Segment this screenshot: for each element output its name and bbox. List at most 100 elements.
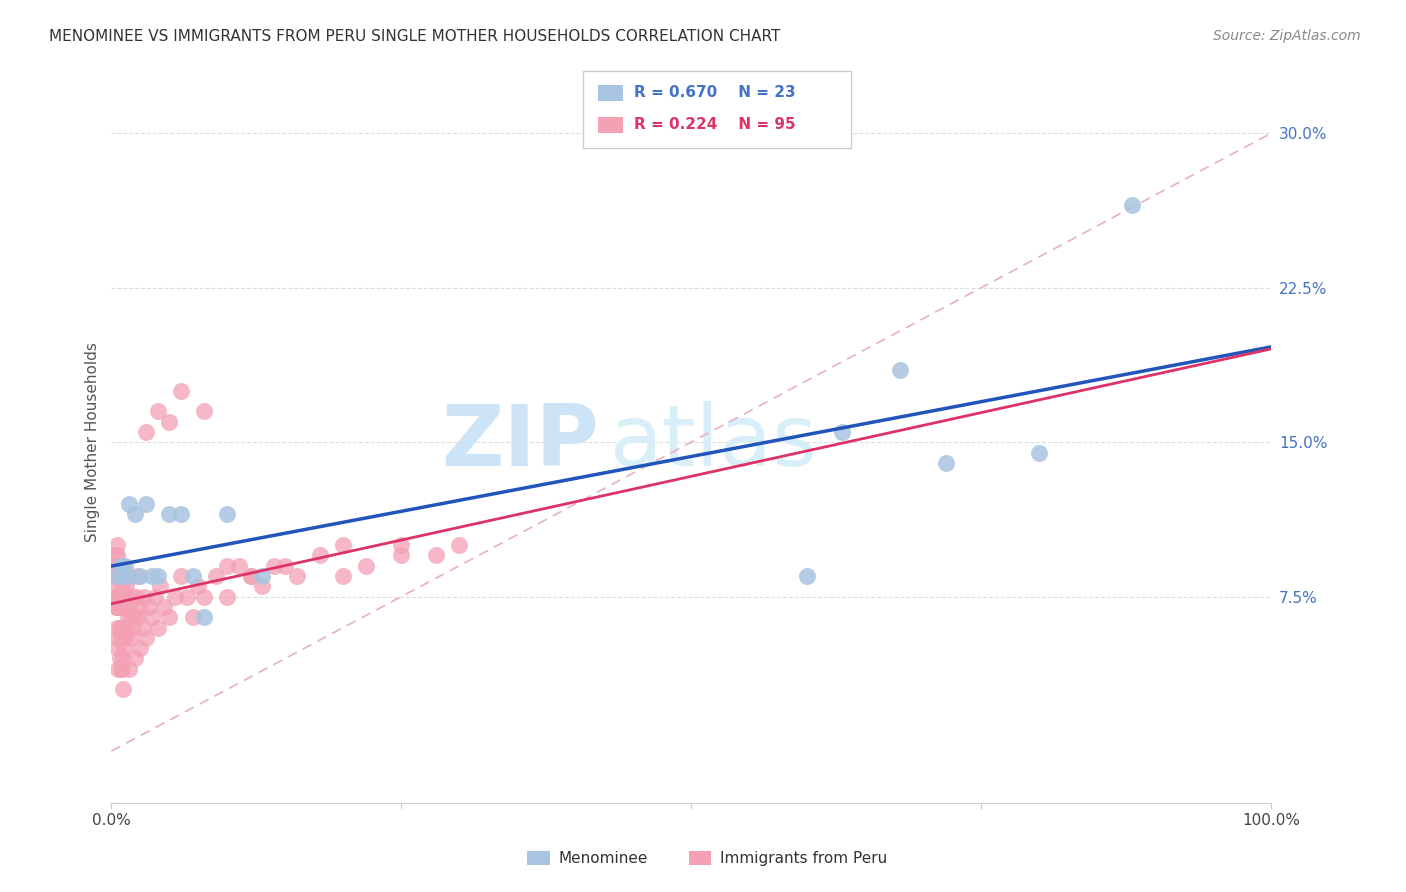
Text: Immigrants from Peru: Immigrants from Peru (720, 851, 887, 865)
Point (104, 558, 127, 573)
Point (176, 590, 198, 604)
Point (193, 404, 215, 418)
Point (250, 569, 273, 583)
Point (149, 579, 172, 593)
Text: MENOMINEE VS IMMIGRANTS FROM PERU SINGLE MOTHER HOUSEHOLDS CORRELATION CHART: MENOMINEE VS IMMIGRANTS FROM PERU SINGLE… (49, 29, 780, 44)
Point (132, 590, 155, 604)
Point (114, 631, 136, 645)
Point (103, 569, 125, 583)
Point (105, 569, 128, 583)
Point (125, 569, 148, 583)
Point (111, 590, 134, 604)
Point (105, 620, 128, 634)
Point (239, 569, 262, 583)
Point (110, 558, 132, 573)
Point (181, 610, 204, 624)
Point (152, 599, 174, 614)
Point (105, 579, 128, 593)
Point (285, 569, 308, 583)
Point (449, 538, 471, 552)
Point (135, 631, 157, 645)
Point (187, 579, 209, 593)
Point (111, 569, 134, 583)
Point (170, 569, 193, 583)
Text: atlas: atlas (610, 401, 818, 483)
Point (114, 590, 136, 604)
Point (118, 631, 141, 645)
Point (146, 404, 169, 418)
Point (135, 497, 157, 511)
Text: Menominee: Menominee (558, 851, 648, 865)
Point (157, 610, 180, 624)
Point (332, 538, 354, 552)
Point (135, 425, 157, 439)
Point (239, 569, 262, 583)
Point (111, 569, 134, 583)
Point (145, 590, 167, 604)
Point (111, 558, 134, 573)
Point (105, 641, 128, 656)
Text: R = 0.224    N = 95: R = 0.224 N = 95 (634, 118, 796, 132)
Point (129, 599, 152, 614)
Point (217, 508, 239, 522)
Point (332, 569, 354, 583)
Point (115, 579, 138, 593)
Point (146, 569, 169, 583)
Point (157, 508, 180, 522)
Point (105, 538, 128, 552)
Point (889, 363, 911, 377)
Point (112, 599, 135, 614)
Point (389, 549, 412, 563)
Point (110, 662, 132, 676)
Point (831, 425, 853, 439)
Point (107, 569, 129, 583)
Text: Source: ZipAtlas.com: Source: ZipAtlas.com (1213, 29, 1361, 43)
Point (124, 610, 146, 624)
Point (105, 599, 128, 614)
Point (217, 558, 239, 573)
Point (107, 662, 129, 676)
Point (127, 610, 149, 624)
Point (111, 662, 134, 676)
Point (105, 558, 128, 573)
Point (146, 620, 169, 634)
Point (111, 682, 134, 697)
Point (105, 549, 128, 563)
Point (204, 569, 226, 583)
Point (157, 415, 180, 429)
Point (110, 599, 132, 614)
Point (132, 620, 155, 634)
Point (170, 384, 193, 398)
Point (108, 651, 131, 665)
Point (111, 651, 134, 665)
Point (108, 590, 131, 604)
Point (115, 620, 138, 634)
Point (193, 610, 215, 624)
Point (124, 651, 146, 665)
Point (114, 558, 136, 573)
Point (111, 579, 134, 593)
Point (121, 590, 143, 604)
Point (356, 558, 378, 573)
Point (118, 662, 141, 676)
Point (117, 610, 139, 624)
Text: R = 0.670    N = 23: R = 0.670 N = 23 (634, 86, 796, 100)
Point (105, 599, 128, 614)
Point (105, 549, 128, 563)
Point (193, 590, 215, 604)
Point (111, 620, 134, 634)
Point (120, 610, 142, 624)
Point (274, 558, 297, 573)
Point (263, 558, 285, 573)
Point (170, 508, 193, 522)
Point (118, 569, 141, 583)
Point (309, 549, 332, 563)
Point (228, 558, 250, 573)
Point (124, 508, 146, 522)
Point (141, 569, 163, 583)
Point (425, 549, 447, 563)
Point (181, 569, 204, 583)
Point (105, 569, 128, 583)
Point (935, 456, 957, 470)
Point (129, 641, 152, 656)
